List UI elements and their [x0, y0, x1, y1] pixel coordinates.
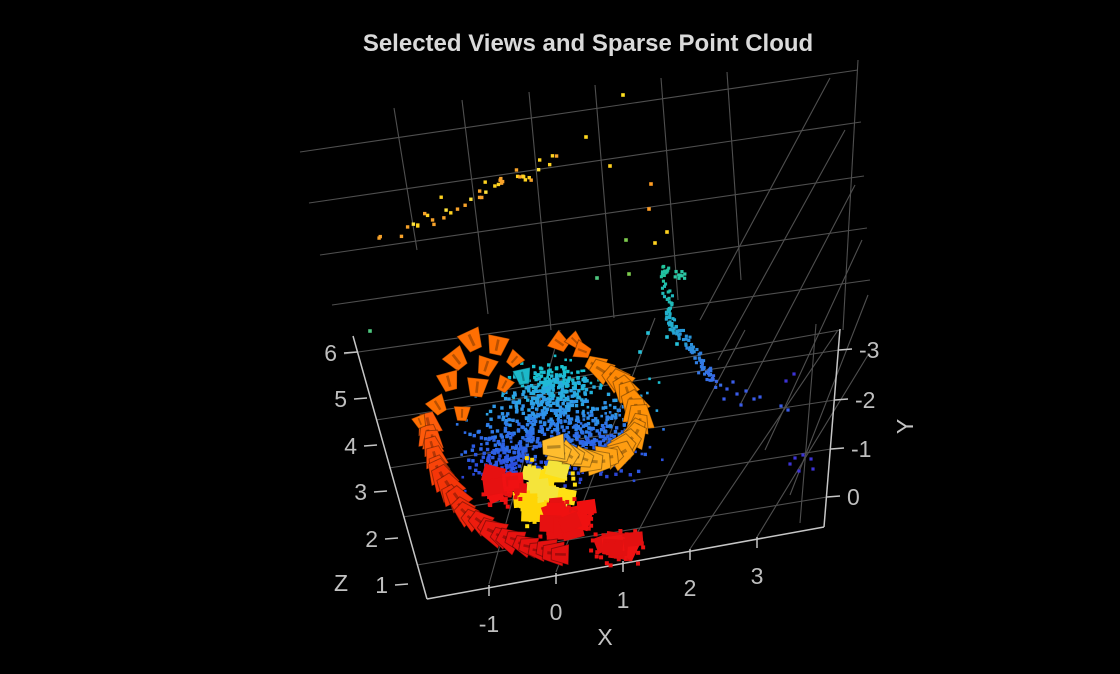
camera-frustums: [410, 325, 593, 430]
plot-title: Selected Views and Sparse Point Cloud: [362, 30, 814, 57]
tick-label: 1: [375, 572, 388, 598]
tick-label: -2: [855, 387, 875, 413]
axis-lines: [352, 328, 841, 600]
tick-labels: 1 2 3 4 5 6 -1 0 1 2 3 -3 -2 -1 0: [324, 337, 879, 637]
tick-label: 5: [334, 386, 347, 412]
x-axis-label: X: [597, 624, 613, 650]
tick-label: -1: [851, 436, 871, 462]
sparse-points: [368, 93, 687, 354]
tick-label: 0: [847, 484, 860, 510]
z-axis-label: Z: [333, 570, 349, 596]
camera-arcs: [417, 355, 656, 568]
depth-trail-points: [659, 264, 815, 473]
tick-label: 0: [550, 599, 563, 625]
axis-ticks: [343, 348, 853, 596]
tick-label: -3: [859, 337, 879, 363]
tick-label: 2: [684, 575, 697, 601]
tick-label: -1: [479, 611, 499, 637]
tick-label: 4: [344, 433, 357, 459]
tick-label: 6: [324, 340, 337, 366]
tick-label: 3: [354, 479, 367, 505]
tick-label: 2: [365, 526, 378, 552]
y-axis-label: Y: [892, 418, 919, 435]
tick-label: 1: [617, 587, 630, 613]
camera-clusters: [481, 456, 646, 568]
tick-label: 3: [751, 563, 764, 589]
